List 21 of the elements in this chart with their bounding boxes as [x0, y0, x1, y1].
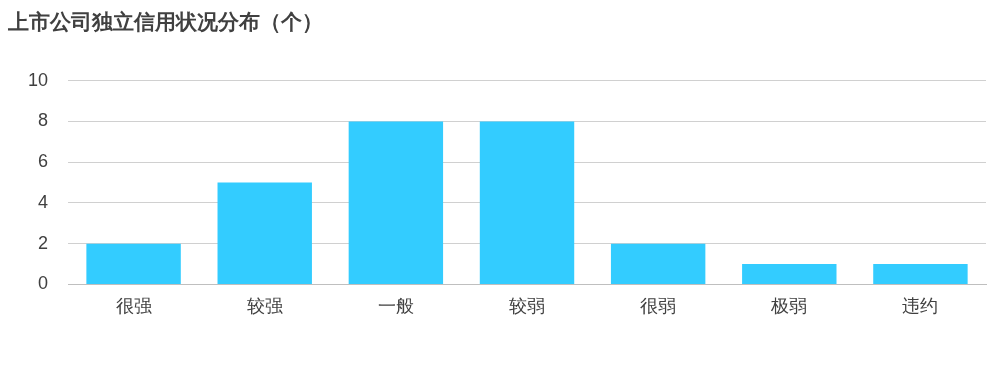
y-tick-label: 10 — [27, 69, 49, 90]
chart-title: 上市公司独立信用状况分布（个） — [8, 9, 324, 36]
bar — [873, 264, 968, 284]
y-tick-label: 4 — [38, 191, 49, 212]
x-tick-label: 违约 — [902, 294, 939, 316]
x-tick-label: 极弱 — [770, 294, 808, 316]
bar — [348, 121, 444, 284]
bar — [86, 243, 181, 284]
bar — [217, 182, 312, 284]
bar — [479, 121, 575, 284]
x-tick-label: 一般 — [377, 294, 414, 316]
x-tick-label: 很弱 — [640, 294, 677, 316]
bar — [742, 264, 837, 284]
x-tick-label: 较弱 — [509, 294, 546, 316]
x-tick-label: 较强 — [246, 294, 283, 316]
y-tick-label: 2 — [38, 232, 49, 253]
x-tick-label: 很强 — [115, 294, 152, 316]
bar — [610, 243, 706, 284]
y-tick-label: 6 — [38, 151, 49, 172]
y-tick-label: 8 — [38, 110, 49, 131]
y-tick-label: 0 — [38, 273, 49, 294]
